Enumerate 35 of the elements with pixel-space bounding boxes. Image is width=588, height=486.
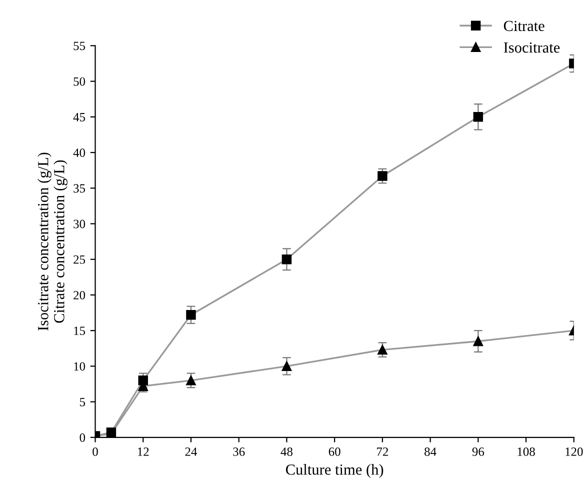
y-tick-label: 50 [74,77,86,86]
x-tick-label: 60 [328,447,340,456]
point [186,376,196,386]
point [186,310,196,320]
y-tick-label: 25 [74,255,86,264]
point [473,336,484,346]
y-tick-label: 0 [80,433,86,442]
legend-label: Citrate [504,20,544,32]
y-tick-label: 30 [74,220,86,228]
x-tick-label: 36 [233,448,245,456]
point [473,112,484,122]
y-tick-label: 20 [74,290,86,300]
y-tick-label: 5 [80,398,86,406]
x-tick-label: 0 [92,447,98,456]
x-tick-label: 120 [566,447,583,456]
x-tick-label: 96 [472,448,484,456]
y-tick-label: 15 [74,326,86,336]
x-tick-label: 24 [185,448,198,456]
y-tick-label: 35 [74,184,86,193]
x-tick-label: 72 [377,448,388,456]
y-axis-title: Isocitrate concentration (g/L) Citrate concentration (g/L) [38,152,68,330]
x-tick-label: 12 [138,448,149,456]
x-tick-label: 48 [280,447,292,456]
x-tick-label: 84 [424,447,436,456]
point [282,254,292,264]
legend-label: Isocitrate [504,42,560,53]
point [282,361,292,372]
y-tick-label: 55 [74,42,86,50]
y-tick-label: 45 [73,113,86,122]
point [378,171,388,181]
y-tick-label: 40 [73,148,86,157]
x-tick-label: 108 [518,447,535,456]
point [378,344,388,355]
y-tick-label: 10 [74,362,86,371]
x-axis-title: Culture time (h) [286,464,384,478]
